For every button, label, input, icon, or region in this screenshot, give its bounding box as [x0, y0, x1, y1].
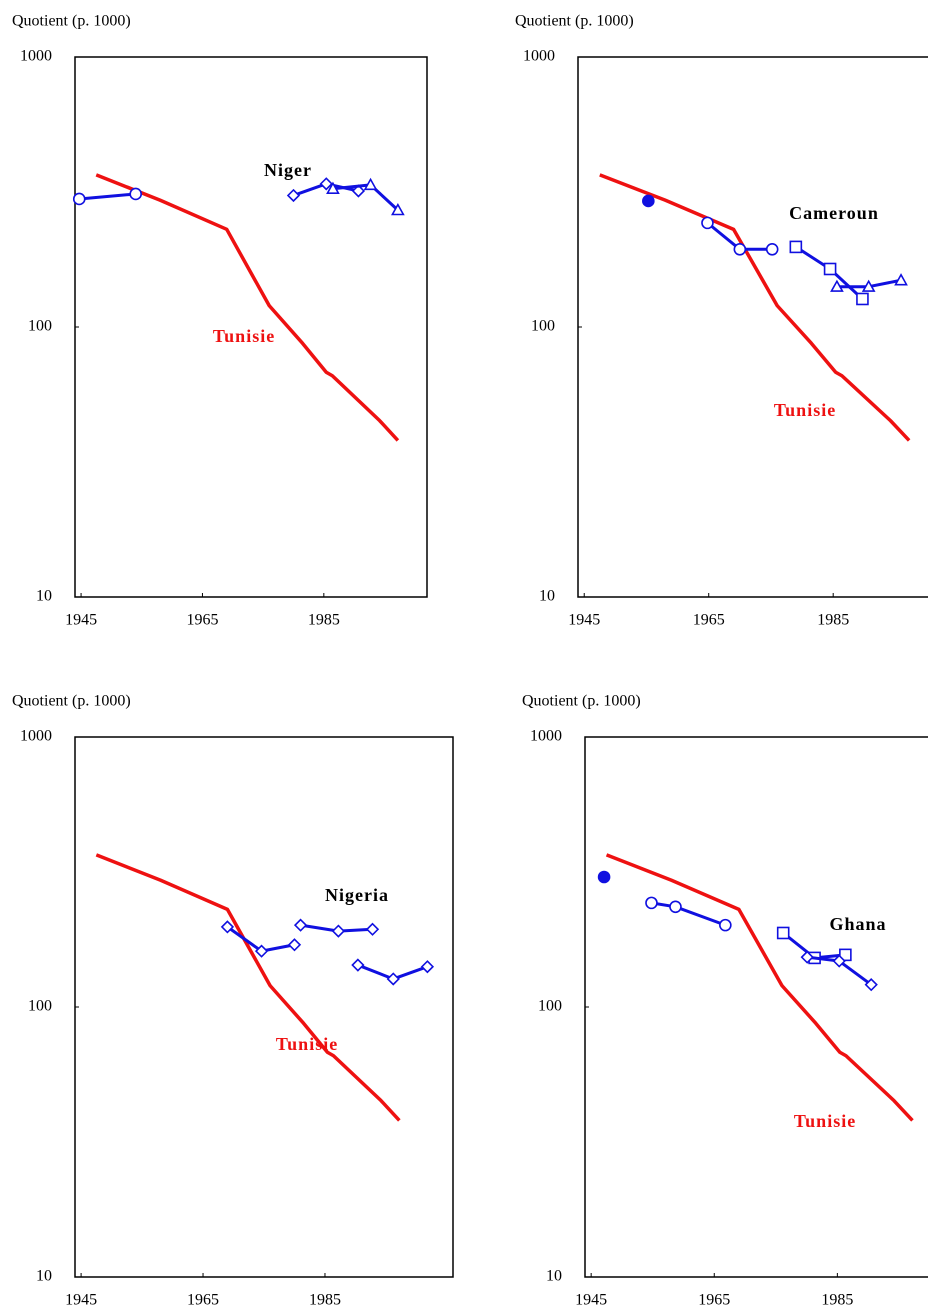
y-tick-label: 10	[539, 588, 555, 605]
y-tick-label: 10	[36, 1268, 52, 1285]
marker	[287, 938, 302, 952]
y-axis-label: Quotient (p. 1000)	[12, 693, 131, 710]
marker	[365, 922, 380, 936]
reference-line	[95, 173, 400, 442]
marker	[776, 926, 790, 940]
y-tick-label: 100	[538, 998, 562, 1015]
y-tick-label: 100	[28, 318, 52, 335]
annotation: Tunisie	[276, 1034, 338, 1054]
plot-frame	[577, 56, 928, 598]
reference-line	[605, 853, 914, 1122]
series-line	[651, 901, 726, 927]
x-tick-label: 1985	[309, 1292, 341, 1309]
marker	[765, 242, 779, 256]
marker	[861, 279, 876, 292]
x-tick-label: 1945	[575, 1292, 607, 1309]
x-tick-label: 1985	[308, 612, 340, 629]
marker	[391, 202, 405, 216]
marker	[669, 900, 682, 914]
y-tick-label: 1000	[20, 48, 52, 65]
marker	[789, 240, 803, 254]
x-tick-label: 1945	[65, 612, 97, 629]
marker	[363, 177, 378, 191]
marker	[331, 924, 346, 938]
y-axis-label: Quotient (p. 1000)	[515, 13, 634, 30]
plot-frame	[74, 736, 454, 1278]
marker	[293, 918, 308, 932]
marker	[839, 948, 852, 962]
marker	[800, 950, 814, 964]
x-tick-label: 1965	[186, 612, 218, 629]
y-tick-label: 10	[36, 588, 52, 605]
y-axis-label: Quotient (p. 1000)	[522, 693, 641, 710]
plot-frame	[584, 736, 928, 1278]
marker	[220, 920, 235, 934]
x-tick-label: 1945	[568, 612, 600, 629]
annotation: Tunisie	[794, 1111, 856, 1131]
annotation: Nigeria	[325, 885, 389, 905]
marker	[733, 242, 747, 256]
annotation: Tunisie	[774, 400, 836, 420]
y-tick-label: 10	[546, 1268, 562, 1285]
x-tick-label: 1985	[821, 1292, 853, 1309]
marker	[701, 216, 714, 230]
marker	[856, 292, 869, 306]
annotation: Cameroun	[789, 203, 879, 223]
marker	[830, 279, 844, 292]
marker	[645, 896, 658, 910]
marker	[719, 918, 732, 932]
annotation: Niger	[264, 160, 312, 180]
marker	[642, 194, 655, 208]
marker	[420, 960, 435, 974]
reference-line	[95, 853, 401, 1122]
marker	[319, 177, 333, 191]
y-axis-label: Quotient (p. 1000)	[12, 13, 131, 30]
x-tick-label: 1945	[65, 1292, 97, 1309]
marker	[597, 870, 611, 884]
annotation: Ghana	[829, 914, 886, 934]
y-tick-label: 1000	[20, 728, 52, 745]
x-tick-label: 1985	[817, 612, 849, 629]
marker	[823, 262, 837, 276]
x-tick-label: 1965	[698, 1292, 730, 1309]
marker	[326, 181, 340, 194]
x-tick-label: 1965	[693, 612, 725, 629]
marker	[832, 954, 846, 968]
marker	[351, 958, 365, 972]
marker	[254, 944, 269, 958]
marker	[129, 187, 142, 201]
y-tick-label: 100	[28, 998, 52, 1015]
y-tick-label: 100	[531, 318, 555, 335]
marker	[286, 188, 301, 203]
reference-line	[599, 173, 911, 442]
marker	[351, 184, 366, 198]
y-tick-label: 1000	[523, 48, 555, 65]
x-tick-label: 1965	[187, 1292, 219, 1309]
marker	[72, 192, 86, 206]
series-line	[79, 192, 136, 201]
y-tick-label: 1000	[530, 728, 562, 745]
marker	[386, 972, 400, 986]
marker	[894, 273, 908, 286]
marker	[864, 978, 878, 992]
annotation: Tunisie	[213, 326, 275, 346]
